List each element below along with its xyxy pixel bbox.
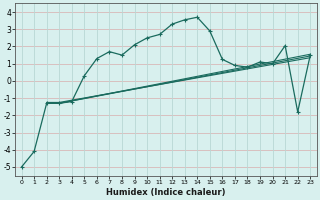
X-axis label: Humidex (Indice chaleur): Humidex (Indice chaleur): [106, 188, 226, 197]
